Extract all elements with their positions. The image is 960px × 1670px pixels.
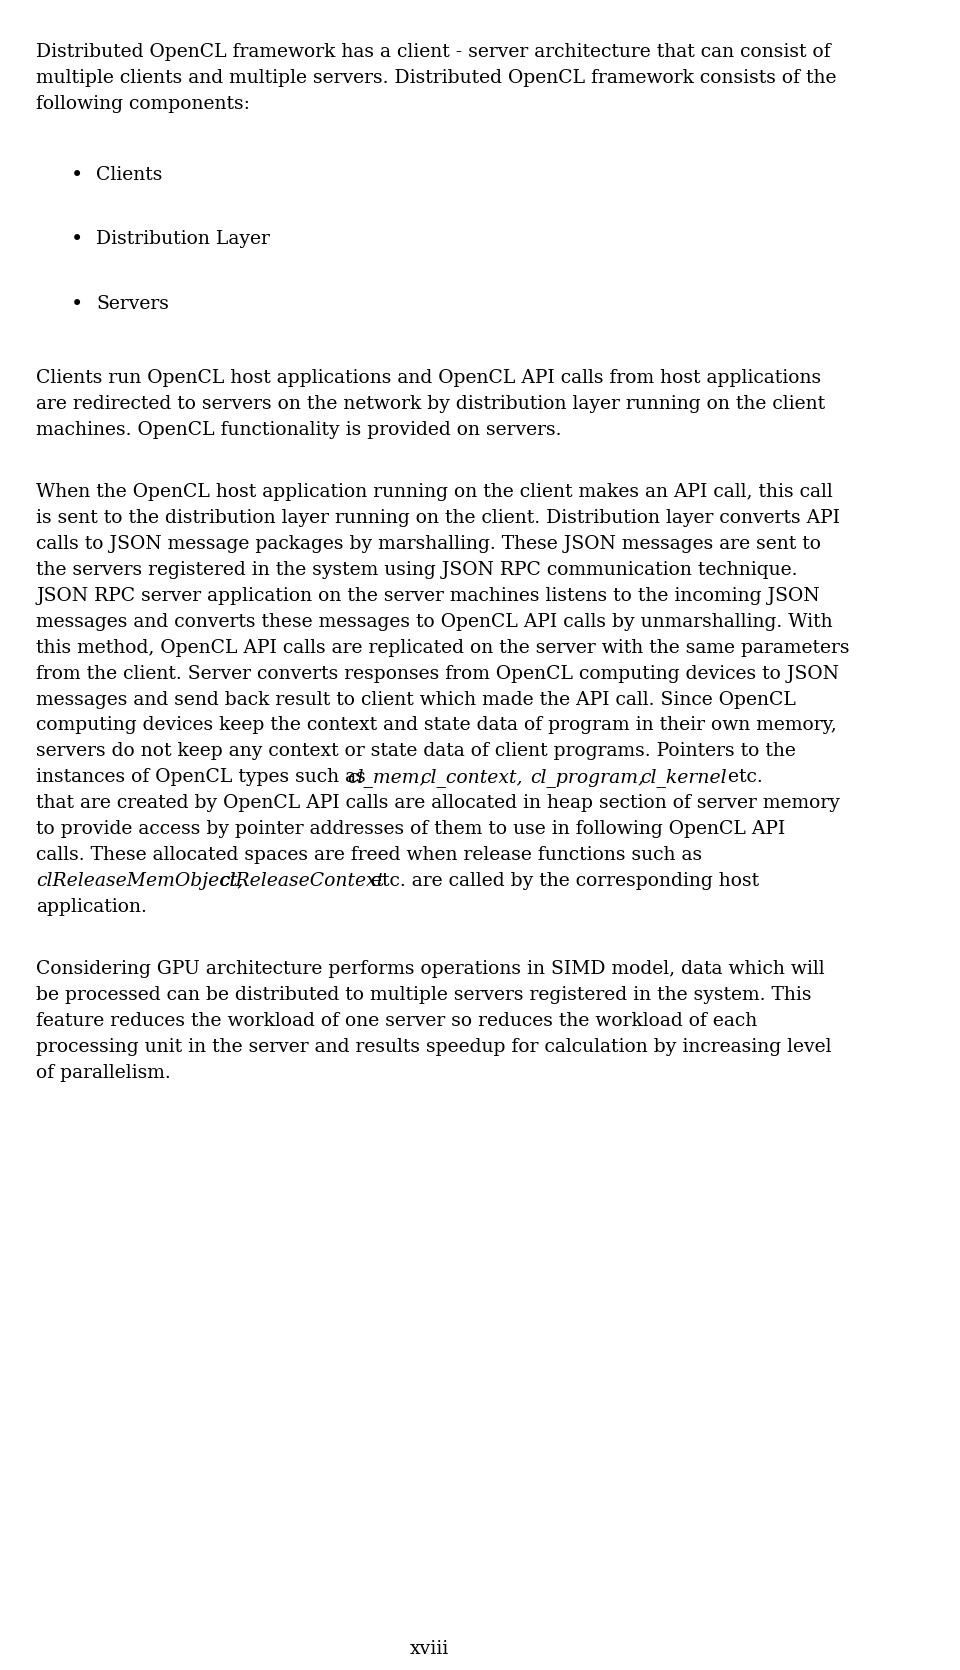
Text: Clients: Clients	[96, 167, 162, 184]
Text: servers do not keep any context or state data of client programs. Pointers to th: servers do not keep any context or state…	[36, 741, 796, 760]
Text: When the OpenCL host application running on the client makes an API call, this c: When the OpenCL host application running…	[36, 483, 833, 501]
Text: Distribution Layer: Distribution Layer	[96, 230, 270, 249]
Text: that are created by OpenCL API calls are allocated in heap section of server mem: that are created by OpenCL API calls are…	[36, 793, 840, 812]
Text: to provide access by pointer addresses of them to use in following OpenCL API: to provide access by pointer addresses o…	[36, 820, 785, 838]
Text: •: •	[70, 294, 83, 314]
Text: is sent to the distribution layer running on the client. Distribution layer conv: is sent to the distribution layer runnin…	[36, 509, 840, 528]
Text: are redirected to servers on the network by distribution layer running on the cl: are redirected to servers on the network…	[36, 394, 826, 412]
Text: cl_kernel: cl_kernel	[639, 768, 727, 787]
Text: be processed can be distributed to multiple servers registered in the system. Th: be processed can be distributed to multi…	[36, 985, 811, 1004]
Text: JSON RPC server application on the server machines listens to the incoming JSON: JSON RPC server application on the serve…	[36, 586, 820, 605]
Text: feature reduces the workload of one server so reduces the workload of each: feature reduces the workload of one serv…	[36, 1012, 757, 1030]
Text: calls to JSON message packages by marshalling. These JSON messages are sent to: calls to JSON message packages by marsha…	[36, 534, 821, 553]
Text: multiple clients and multiple servers. Distributed OpenCL framework consists of : multiple clients and multiple servers. D…	[36, 70, 836, 87]
Text: messages and send back result to client which made the API call. Since OpenCL: messages and send back result to client …	[36, 690, 796, 708]
Text: etc. are called by the corresponding host: etc. are called by the corresponding hos…	[366, 872, 759, 890]
Text: calls. These allocated spaces are freed when release functions such as: calls. These allocated spaces are freed …	[36, 845, 702, 863]
Text: messages and converts these messages to OpenCL API calls by unmarshalling. With: messages and converts these messages to …	[36, 613, 832, 631]
Text: xviii: xviii	[410, 1640, 449, 1658]
Text: Clients run OpenCL host applications and OpenCL API calls from host applications: Clients run OpenCL host applications and…	[36, 369, 821, 387]
Text: machines. OpenCL functionality is provided on servers.: machines. OpenCL functionality is provid…	[36, 421, 562, 439]
Text: clReleaseMemObject,: clReleaseMemObject,	[36, 872, 243, 890]
Text: •: •	[70, 230, 83, 249]
Text: following components:: following components:	[36, 95, 250, 114]
Text: processing unit in the server and results speedup for calculation by increasing : processing unit in the server and result…	[36, 1037, 831, 1055]
Text: Distributed OpenCL framework has a client - server architecture that can consist: Distributed OpenCL framework has a clien…	[36, 43, 830, 62]
Text: from the client. Server converts responses from OpenCL computing devices to JSON: from the client. Server converts respons…	[36, 665, 839, 683]
Text: this method, OpenCL API calls are replicated on the server with the same paramet: this method, OpenCL API calls are replic…	[36, 638, 850, 656]
Text: cl_program,: cl_program,	[530, 768, 644, 787]
Text: Servers: Servers	[96, 294, 169, 312]
Text: cl_mem,: cl_mem,	[348, 768, 425, 787]
Text: etc.: etc.	[722, 768, 763, 787]
Text: Considering GPU architecture performs operations in SIMD model, data which will: Considering GPU architecture performs op…	[36, 960, 825, 979]
Text: computing devices keep the context and state data of program in their own memory: computing devices keep the context and s…	[36, 716, 837, 735]
Text: the servers registered in the system using JSON RPC communication technique.: the servers registered in the system usi…	[36, 561, 798, 579]
Text: instances of OpenCL types such as: instances of OpenCL types such as	[36, 768, 372, 787]
Text: clReleaseContext: clReleaseContext	[219, 872, 384, 890]
Text: •: •	[70, 167, 83, 185]
Text: cl_context,: cl_context,	[420, 768, 523, 787]
Text: application.: application.	[36, 897, 147, 915]
Text: of parallelism.: of parallelism.	[36, 1064, 171, 1082]
